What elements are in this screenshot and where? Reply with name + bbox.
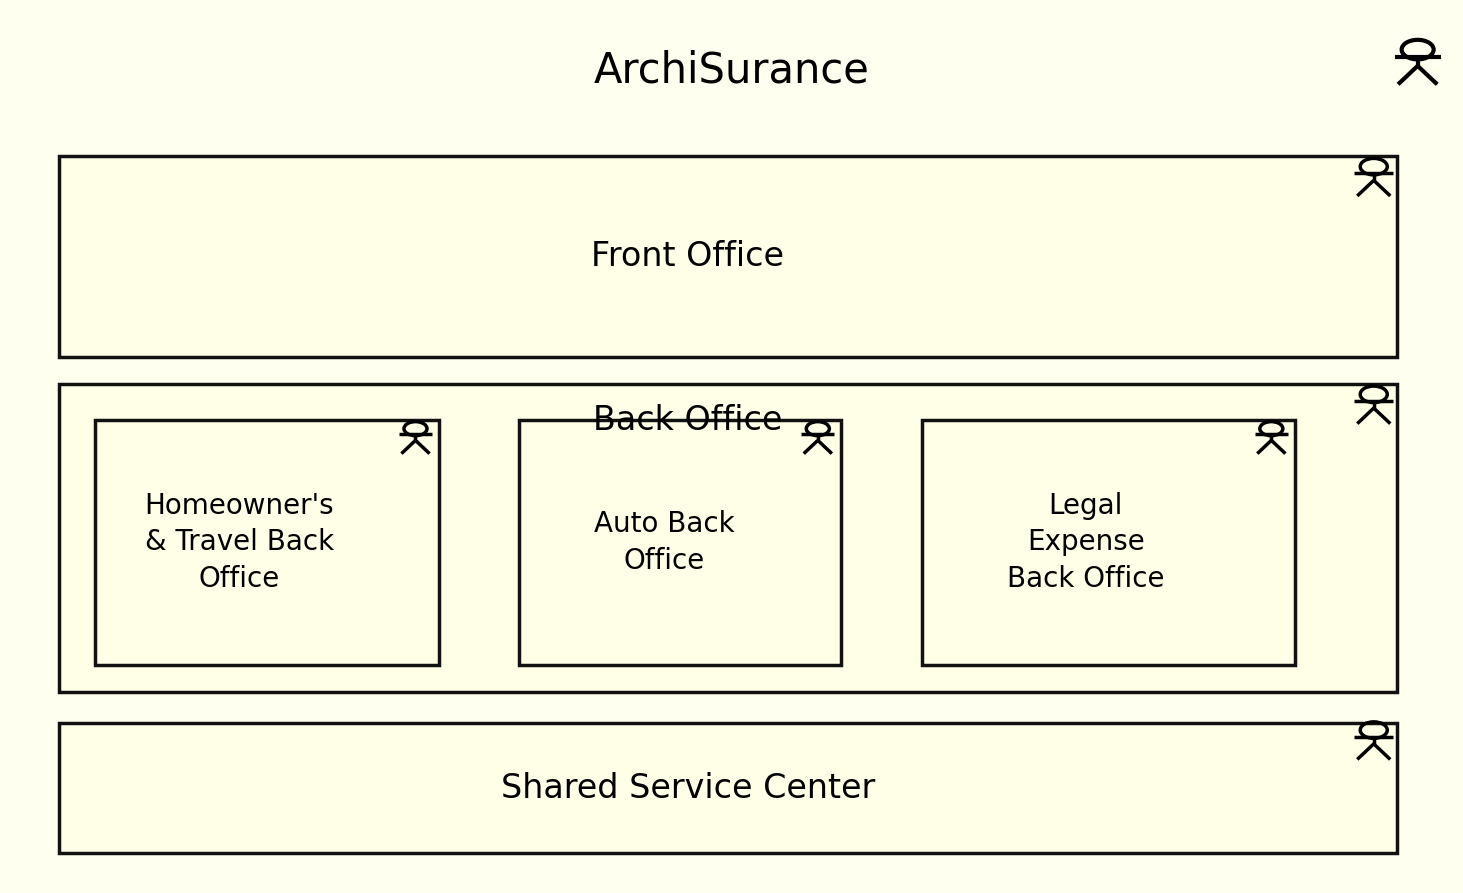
FancyBboxPatch shape <box>59 156 1397 357</box>
Text: Back Office: Back Office <box>593 404 783 437</box>
Text: Front Office: Front Office <box>591 240 784 273</box>
FancyBboxPatch shape <box>519 420 841 665</box>
FancyBboxPatch shape <box>59 723 1397 853</box>
FancyBboxPatch shape <box>922 420 1295 665</box>
Text: Auto Back
Office: Auto Back Office <box>594 510 734 575</box>
Text: ArchiSurance: ArchiSurance <box>594 49 869 91</box>
FancyBboxPatch shape <box>59 384 1397 692</box>
Text: Homeowner's
& Travel Back
Office: Homeowner's & Travel Back Office <box>145 492 335 593</box>
FancyBboxPatch shape <box>95 420 439 665</box>
Text: Shared Service Center: Shared Service Center <box>500 772 875 805</box>
Text: Legal
Expense
Back Office: Legal Expense Back Office <box>1007 492 1165 593</box>
